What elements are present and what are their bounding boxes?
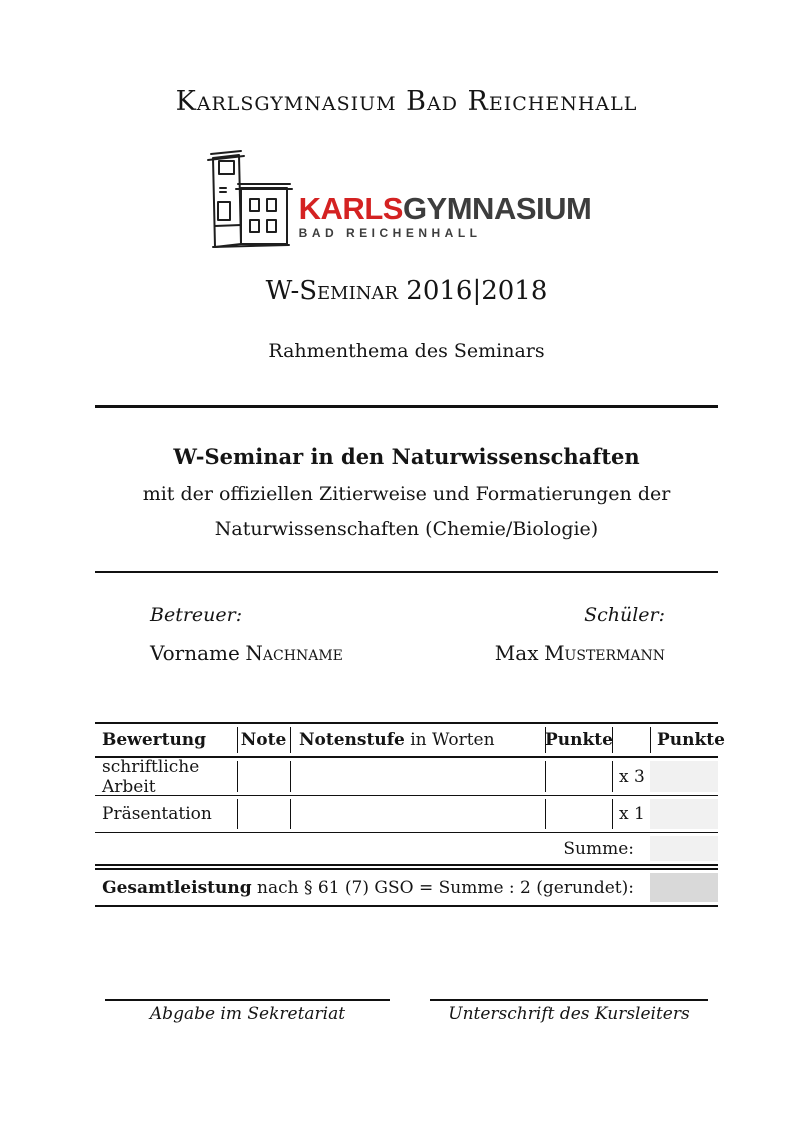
seminar-year-title: W-Seminar 2016|2018 [265, 276, 548, 306]
row-label: schriftliche Arbeit [102, 756, 200, 797]
theme-title: W-Seminar in den Naturwissenschaften [173, 444, 640, 469]
column-divider [612, 761, 613, 792]
schueler-label: Schüler: [584, 604, 665, 626]
signature-label-abgabe: Abgabe im Sekretariat [149, 1004, 346, 1024]
table-row-schriftliche-arbeit: schriftliche Arbeit x 3 [95, 756, 718, 797]
signature-line-abgabe: Abgabe im Sekretariat [105, 999, 390, 1024]
column-divider [237, 761, 238, 792]
header-bewertung: Bewertung [102, 730, 207, 750]
multiplier-cell: x 3 [619, 766, 645, 787]
summe-field [650, 836, 718, 861]
header-notenstufe: Notenstufe in Worten [290, 730, 545, 750]
column-divider [290, 799, 291, 829]
column-divider [545, 727, 546, 753]
column-divider [612, 799, 613, 829]
seminar-subtitle: Rahmenthema des Seminars [268, 340, 545, 362]
table-row-praesentation: Präsentation x 1 [95, 796, 718, 833]
column-divider [650, 727, 651, 753]
schueler-name: Max Mustermann [495, 641, 665, 665]
schueler-block: Schüler: Max Mustermann [495, 604, 665, 665]
result-field [650, 799, 718, 829]
column-divider [290, 727, 291, 753]
summe-label: Summe: [563, 838, 634, 859]
grading-table: Bewertung Note Notenstufe in Worten Punk… [95, 722, 725, 907]
betreuer-name: Vorname Nachname [150, 641, 343, 665]
header-punkte: Punkte [545, 730, 613, 750]
horizontal-rule-top [95, 405, 718, 408]
header-note: Note [240, 730, 287, 750]
header-notenstufe-bold: Notenstufe [299, 730, 405, 750]
header-punkte-2: Punkte [657, 730, 725, 750]
column-divider [237, 799, 238, 829]
school-logo: KARLSGYMNASIUM BAD REICHENHALL [0, 148, 794, 250]
column-divider [290, 761, 291, 792]
multiplier-cell: x 1 [619, 804, 645, 824]
row-label: Präsentation [102, 804, 212, 824]
result-field [650, 761, 718, 792]
logo-word-gymnasium: GYMNASIUM [402, 191, 592, 226]
betreuer-label: Betreuer: [150, 604, 243, 626]
table-header-row: Bewertung Note Notenstufe in Worten Punk… [95, 724, 725, 758]
betreuer-first-name: Vorname [150, 641, 240, 665]
column-divider [545, 799, 546, 829]
logo-text: KARLSGYMNASIUM BAD REICHENHALL [299, 193, 592, 240]
theme-line2: Naturwissenschaften (Chemie/Biologie) [214, 518, 599, 540]
summe-row: Summe: [95, 833, 718, 864]
gesamtleistung-row: Gesamtleistung nach § 61 (7) GSO = Summe… [95, 870, 718, 907]
column-divider [545, 761, 546, 792]
schueler-first-name: Max [494, 641, 539, 665]
gesamtleistung-label-rest: nach § 61 (7) GSO = Summe : 2 (gerundet)… [251, 877, 634, 898]
school-name-title: Karlsgymnasium Bad Reichenhall [175, 86, 638, 117]
logo-word-karls: KARLS [298, 191, 404, 226]
betreuer-block: Betreuer: Vorname Nachname [150, 604, 343, 665]
logo-wordmark: KARLSGYMNASIUM [299, 193, 592, 224]
signature-line-kursleiter: Unterschrift des Kursleiters [430, 999, 708, 1024]
gesamtleistung-field [650, 873, 718, 902]
school-building-icon [206, 150, 293, 248]
column-divider [612, 727, 613, 753]
betreuer-last-name: Nachname [245, 641, 343, 665]
people-section: Betreuer: Vorname Nachname Schüler: Max Mu… [95, 604, 718, 665]
horizontal-rule-middle [95, 571, 718, 573]
schueler-last-name: Mustermann [544, 641, 665, 665]
column-divider [237, 727, 238, 753]
double-rule [95, 864, 718, 870]
signature-label-kursleiter: Unterschrift des Kursleiters [448, 1004, 690, 1024]
gesamtleistung-label: Gesamtleistung nach § 61 (7) GSO = Summe… [95, 878, 718, 898]
header-notenstufe-rest: in Worten [404, 730, 495, 750]
logo-subtitle: BAD REICHENHALL [298, 226, 482, 240]
theme-line1: mit der offiziellen Zitierweise und Form… [142, 483, 671, 505]
gesamtleistung-label-bold: Gesamtleistung [102, 877, 252, 898]
